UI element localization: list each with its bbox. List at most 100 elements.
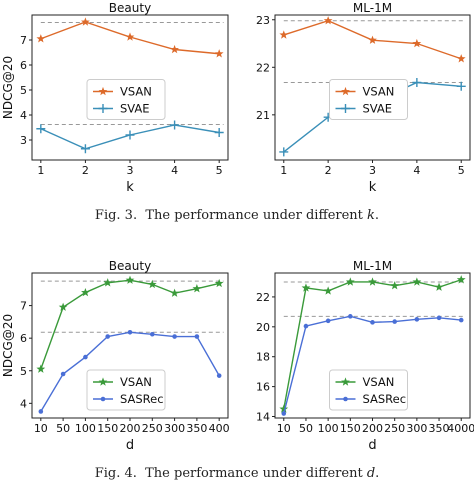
x-tick-label: 250 bbox=[142, 422, 163, 435]
y-tick-label: 3 bbox=[20, 134, 27, 147]
legend-label: SASRec bbox=[363, 392, 407, 406]
data-point-vsan bbox=[125, 32, 135, 41]
chart-panel-3: Beauty 10 50 100 150 200 250 300 350 400 4 5 6 7 d NDCG… bbox=[1, 259, 230, 453]
data-point-vsan bbox=[214, 278, 224, 288]
legend-marker bbox=[341, 86, 350, 96]
data-point-sasrec bbox=[216, 373, 222, 378]
y-tick-label: 7 bbox=[20, 34, 27, 47]
data-point-vsan bbox=[147, 279, 157, 289]
data-point-sasrec bbox=[194, 334, 200, 339]
chart-legend: VSAN SVAE bbox=[329, 79, 408, 120]
y-tick-label: 22 bbox=[256, 291, 270, 304]
x-axis-label: k bbox=[126, 180, 134, 195]
x-tick-label: 100 bbox=[75, 422, 96, 435]
legend-marker bbox=[341, 377, 350, 386]
chart-title: ML-1M bbox=[353, 259, 392, 273]
data-point-sasrec bbox=[392, 319, 397, 324]
data-point-vsan bbox=[345, 277, 355, 286]
x-tick-label: 350 bbox=[186, 422, 207, 435]
chart-title: Beauty bbox=[109, 1, 151, 15]
chart-title: Beauty bbox=[109, 259, 151, 273]
data-point-vsan bbox=[412, 277, 422, 286]
x-tick-label: 1 bbox=[280, 164, 287, 177]
data-point-sasrec bbox=[60, 371, 66, 377]
data-point-sasrec bbox=[303, 323, 309, 329]
legend-marker bbox=[100, 396, 106, 402]
x-tick-label: 200 bbox=[120, 422, 141, 435]
data-point-vsan bbox=[58, 302, 68, 311]
x-axis-label: d bbox=[126, 438, 134, 453]
data-point-svae bbox=[214, 128, 224, 137]
y-tick-label: 14 bbox=[256, 411, 270, 424]
data-point-vsan bbox=[36, 364, 46, 373]
chart-legend: VSAN SASRec bbox=[329, 369, 408, 411]
legend-label: SASRec bbox=[120, 392, 164, 406]
x-tick-label: 3 bbox=[127, 164, 134, 177]
data-point-svae bbox=[36, 124, 46, 134]
figure-3-caption-prefix: Fig. 3. bbox=[94, 208, 138, 223]
data-point-sasrec bbox=[127, 330, 133, 335]
x-axis-label: k bbox=[369, 180, 377, 195]
data-point-sasrec bbox=[83, 354, 88, 360]
legend-label: VSAN bbox=[363, 85, 395, 99]
data-point-svae bbox=[412, 78, 422, 88]
y-tick-label: 23 bbox=[256, 14, 270, 27]
x-tick-label: 400 bbox=[209, 422, 230, 435]
x-tick-label: 4 bbox=[413, 164, 420, 177]
chart-legend: VSAN SASRec bbox=[86, 369, 166, 411]
data-point-sasrec bbox=[149, 331, 155, 337]
y-tick-label: 4 bbox=[20, 397, 27, 410]
legend-label: SVAE bbox=[120, 102, 150, 116]
x-tick-label: 50 bbox=[56, 422, 70, 435]
chart-legend: VSAN SVAE bbox=[86, 79, 166, 120]
data-point-vsan bbox=[301, 283, 311, 292]
x-tick-label: 250 bbox=[384, 422, 405, 435]
data-point-vsan bbox=[192, 284, 202, 293]
legend-box bbox=[329, 79, 408, 120]
y-tick-label: 16 bbox=[256, 381, 270, 394]
y-tick-label: 22 bbox=[256, 61, 270, 74]
data-point-vsan bbox=[214, 49, 224, 58]
legend-box bbox=[329, 369, 408, 411]
x-tick-label: 10 bbox=[34, 422, 48, 435]
data-point-vsan bbox=[390, 281, 400, 290]
x-tick-label: 3 bbox=[369, 164, 376, 177]
data-point-vsan bbox=[279, 404, 289, 413]
x-tick-label: 150 bbox=[97, 422, 118, 435]
data-point-sasrec bbox=[105, 334, 111, 339]
chart-title: ML-1M bbox=[353, 1, 392, 15]
figure-3-caption-suffix: . bbox=[374, 208, 380, 223]
series-line-vsan bbox=[40, 279, 220, 370]
data-point-svae bbox=[456, 81, 466, 91]
data-point-sasrec bbox=[281, 411, 287, 416]
data-point-vsan bbox=[412, 38, 422, 48]
legend-marker bbox=[341, 104, 350, 113]
data-point-vsan bbox=[279, 30, 289, 39]
figure-3-caption-var: k bbox=[367, 208, 375, 223]
x-tick-label: 5 bbox=[216, 164, 223, 177]
data-point-vsan bbox=[170, 288, 179, 297]
data-point-sasrec bbox=[436, 315, 442, 321]
y-tick-label: 6 bbox=[20, 59, 27, 72]
data-point-sasrec bbox=[172, 334, 177, 339]
data-point-svae bbox=[80, 144, 90, 154]
y-axis-label: NDCG@20 bbox=[1, 314, 15, 377]
data-point-vsan bbox=[81, 287, 90, 297]
data-point-sasrec bbox=[38, 409, 44, 414]
figure-4-caption-var: d bbox=[366, 466, 376, 481]
y-tick-label: 5 bbox=[20, 365, 27, 378]
x-tick-label: 2 bbox=[325, 164, 332, 177]
figure-4-caption: Fig. 4. The performance under different … bbox=[0, 466, 474, 481]
y-tick-label: 7 bbox=[20, 300, 27, 313]
data-point-svae bbox=[125, 130, 135, 140]
data-point-svae bbox=[279, 147, 289, 157]
y-tick-label: 21 bbox=[256, 109, 270, 122]
y-tick-label: 4 bbox=[20, 109, 27, 122]
data-point-vsan bbox=[36, 34, 46, 43]
x-tick-label: 2 bbox=[82, 164, 89, 177]
data-point-vsan bbox=[434, 282, 444, 291]
data-point-vsan bbox=[81, 17, 90, 26]
legend-marker bbox=[98, 86, 108, 96]
